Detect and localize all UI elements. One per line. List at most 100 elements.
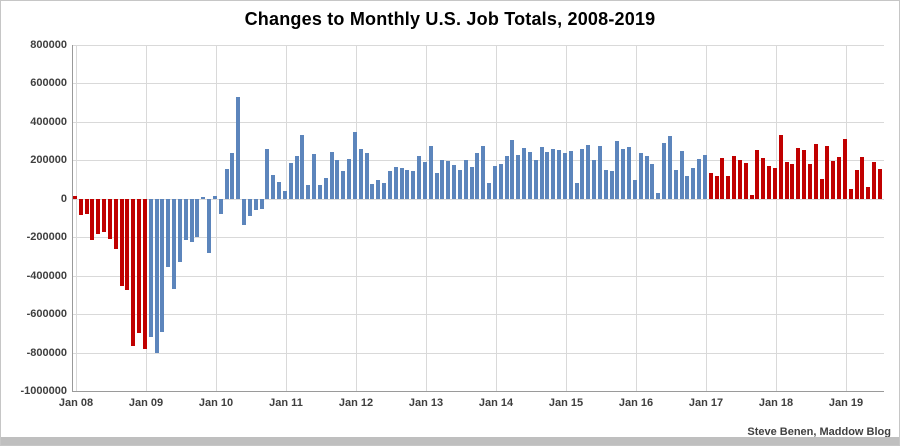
x-tick-label: Jan 15 <box>548 397 584 409</box>
bar <box>329 151 334 199</box>
bar <box>312 153 316 199</box>
bar <box>160 198 165 333</box>
gridline-vertical <box>356 45 357 391</box>
bar <box>183 198 188 241</box>
y-axis-line <box>72 45 73 392</box>
bar <box>516 154 521 199</box>
bar <box>96 198 101 234</box>
bar <box>609 170 614 199</box>
bar <box>422 162 427 199</box>
y-tick-label: 200000 <box>30 154 67 167</box>
bar <box>236 96 241 199</box>
bar <box>277 181 281 199</box>
bar <box>586 145 591 199</box>
bar <box>481 146 486 199</box>
bar <box>137 198 141 333</box>
bar <box>411 170 416 199</box>
bar <box>819 179 824 199</box>
bar <box>504 155 509 199</box>
bar <box>253 198 258 211</box>
y-tick-label: -1000000 <box>20 385 68 397</box>
y-tick-label: 800000 <box>30 39 67 51</box>
y-tick-label: -400000 <box>26 269 67 282</box>
attribution-credit: Steve Benen, Maddow Blog <box>747 426 891 438</box>
bar <box>597 145 602 199</box>
bar <box>673 169 678 199</box>
bar <box>522 147 526 199</box>
bar <box>230 152 235 199</box>
bar <box>831 161 836 199</box>
bar <box>627 146 631 199</box>
bar <box>288 162 293 199</box>
bar <box>510 140 515 199</box>
bar <box>382 183 386 199</box>
bar <box>527 152 532 199</box>
bar <box>574 182 579 199</box>
bar <box>533 159 538 199</box>
bar <box>755 149 760 199</box>
bar <box>772 168 777 199</box>
bar <box>142 198 147 350</box>
gridline-horizontal <box>73 121 884 123</box>
x-tick-label: Jan 11 <box>269 397 303 409</box>
gridline-vertical <box>76 45 77 391</box>
bar <box>405 169 410 199</box>
bar <box>265 148 270 199</box>
bar <box>417 156 421 199</box>
bar <box>551 148 556 199</box>
gridline-horizontal <box>73 352 884 354</box>
bar <box>650 164 655 199</box>
bar <box>113 198 118 249</box>
bar <box>102 198 106 232</box>
bar <box>387 171 392 199</box>
x-tick-label: Jan 16 <box>618 397 654 409</box>
bar <box>877 168 882 199</box>
bar <box>743 163 748 199</box>
bar <box>662 143 666 199</box>
bar <box>335 159 340 199</box>
bar <box>603 169 608 199</box>
x-tick-label: Jan 08 <box>58 397 94 409</box>
gridline-horizontal <box>73 83 884 85</box>
x-tick-label: Jan 12 <box>338 397 374 409</box>
bar <box>207 198 211 254</box>
bar <box>358 149 363 199</box>
bar <box>767 166 771 199</box>
bar <box>300 135 305 199</box>
x-tick-label: Jan 13 <box>408 397 444 409</box>
x-tick-label: Jan 14 <box>478 397 514 409</box>
bar <box>539 146 544 199</box>
bar <box>615 141 620 199</box>
y-tick-label: -200000 <box>26 231 67 244</box>
gridline-vertical <box>496 45 497 391</box>
bar <box>545 152 550 199</box>
y-tick-label: 600000 <box>30 77 67 90</box>
bar <box>347 159 351 199</box>
bar <box>317 185 322 199</box>
bar <box>720 158 725 199</box>
bottom-strip <box>1 437 899 445</box>
bar <box>667 136 672 199</box>
y-tick-label: -600000 <box>26 308 67 321</box>
bar <box>364 152 369 199</box>
bar <box>463 159 468 199</box>
bar <box>492 166 497 199</box>
bar <box>679 150 684 199</box>
bar <box>282 190 287 199</box>
bar <box>218 198 223 215</box>
x-tick-label: Jan 18 <box>758 397 794 409</box>
gridline-vertical <box>776 45 777 391</box>
bar <box>708 172 713 199</box>
bar <box>685 175 690 199</box>
bar <box>796 147 801 199</box>
bar <box>737 160 742 199</box>
gridline-horizontal <box>73 198 884 200</box>
bar <box>78 198 83 216</box>
bar <box>259 198 264 210</box>
bar <box>644 155 649 199</box>
gridline-vertical <box>846 45 847 391</box>
bar <box>393 167 398 199</box>
x-tick-label: Jan 19 <box>828 397 864 409</box>
bar <box>872 161 876 199</box>
